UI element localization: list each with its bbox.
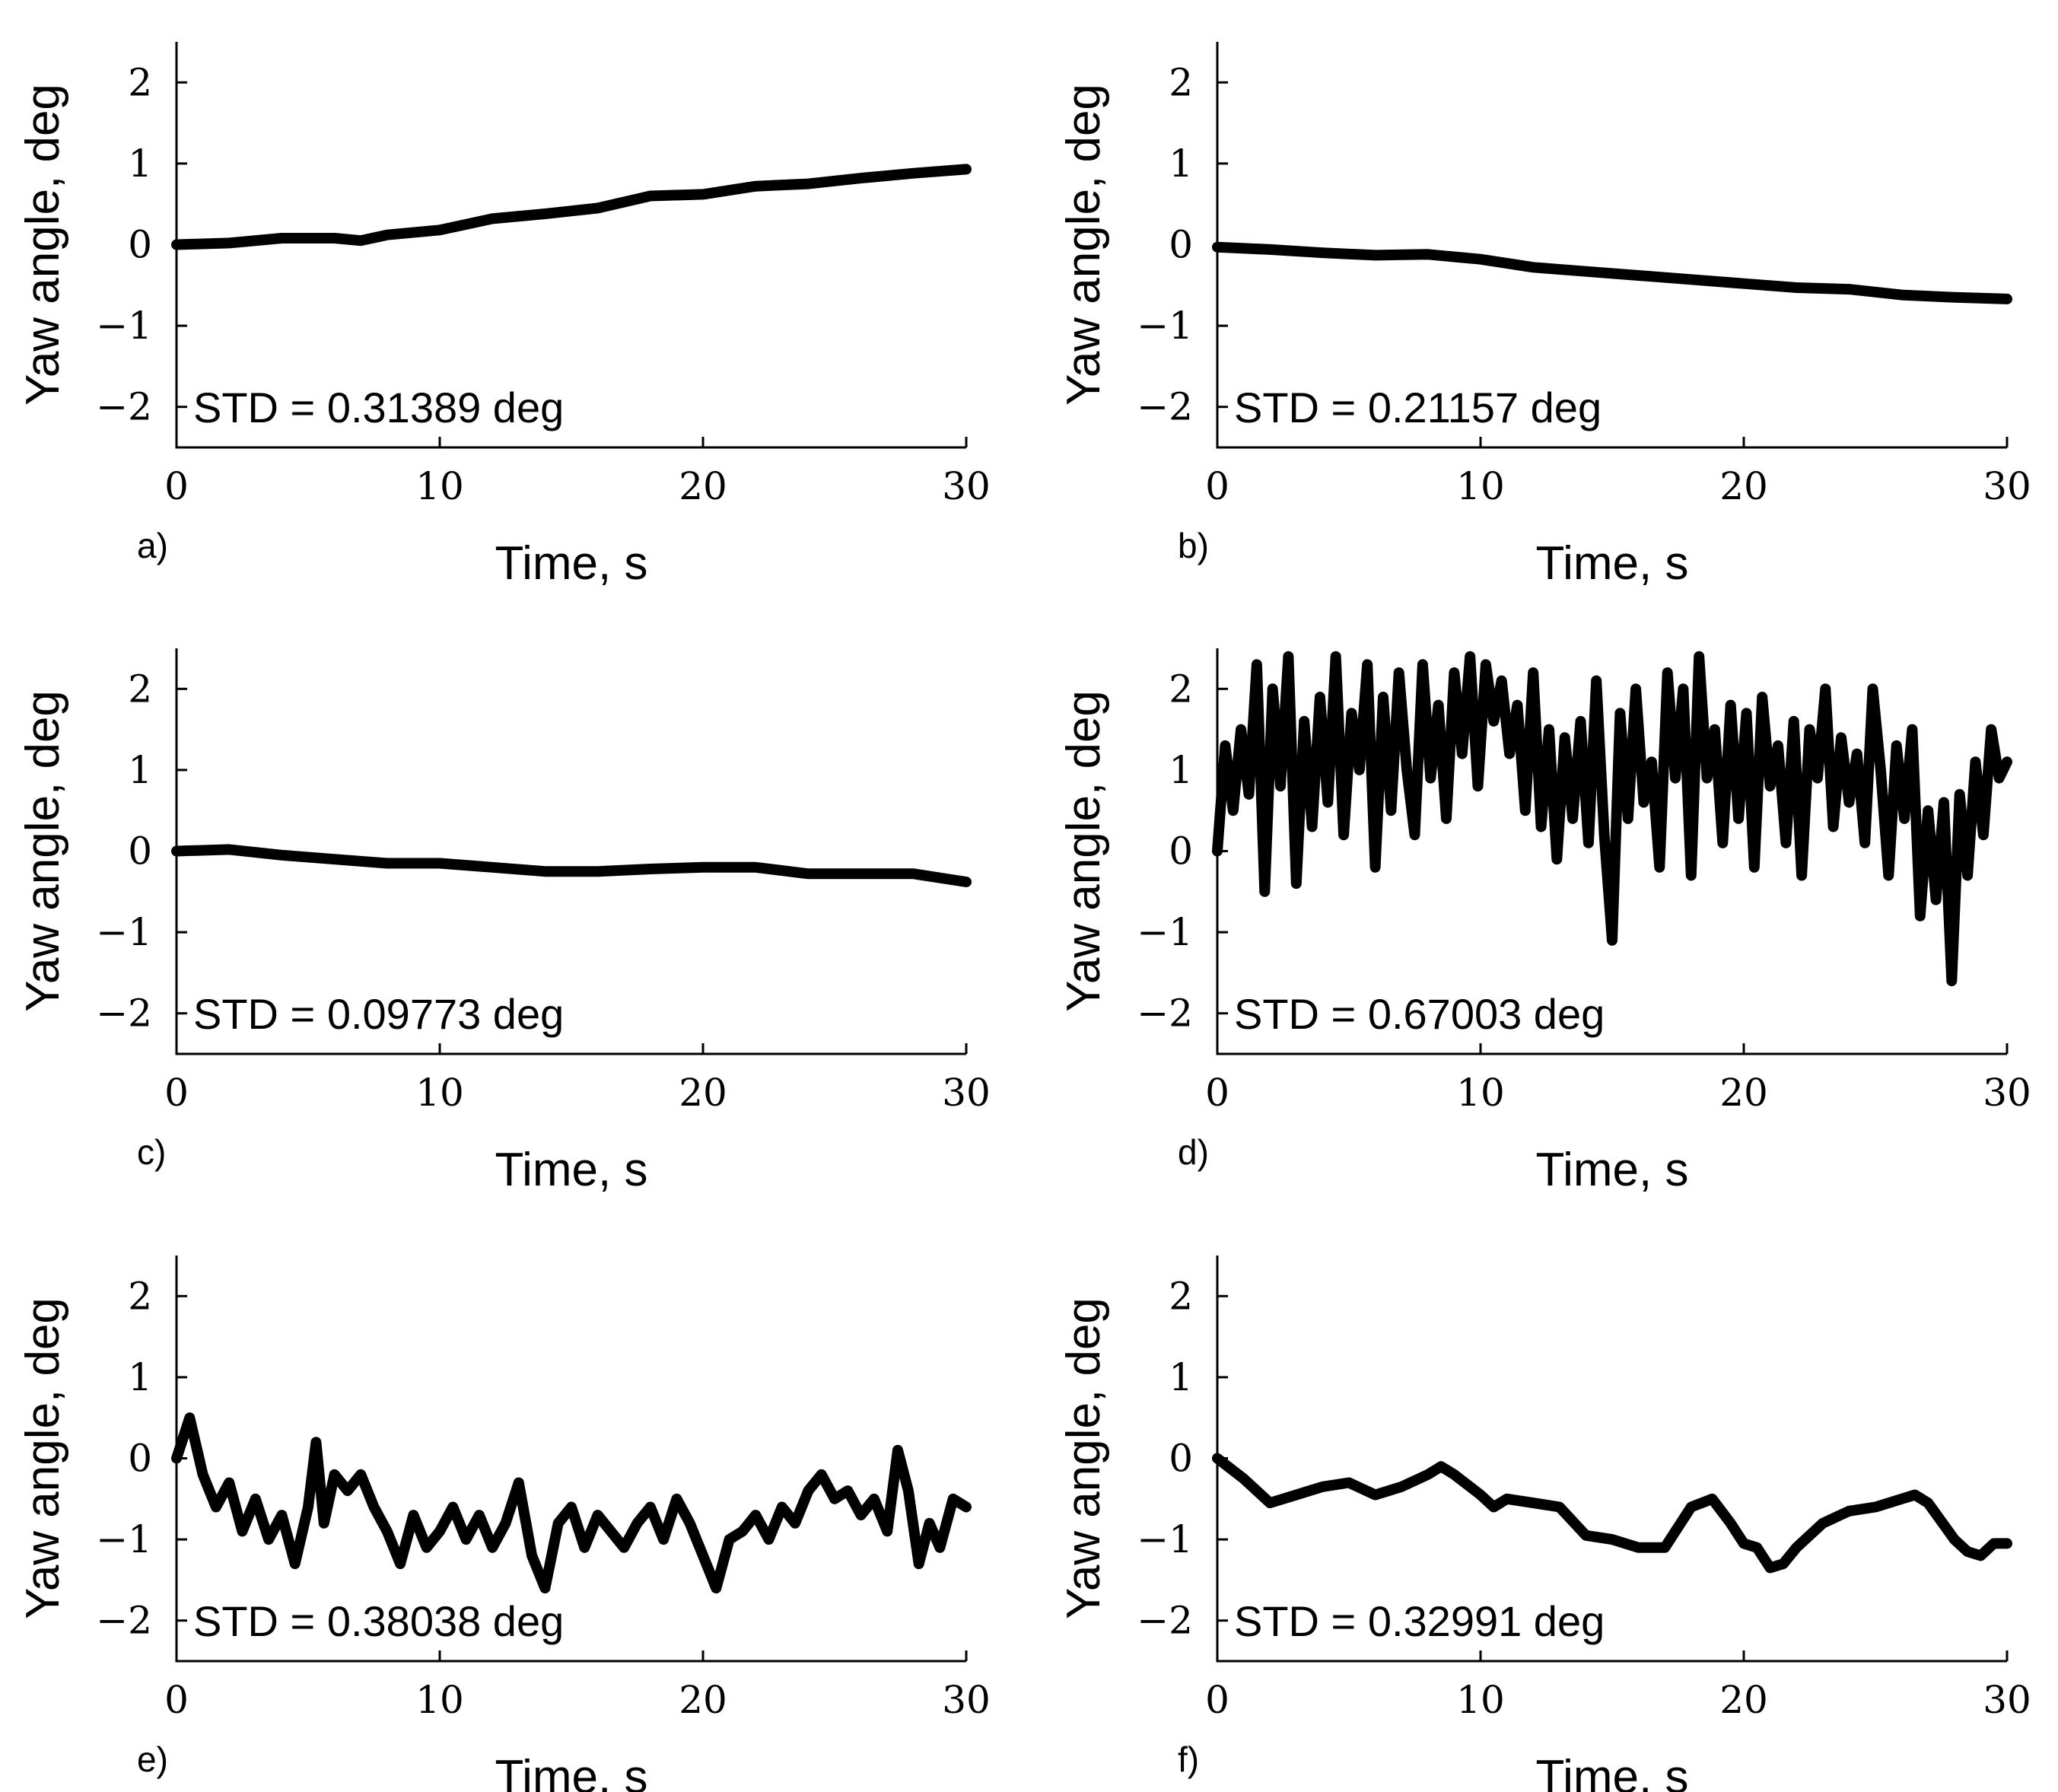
chart-f-ylabel: Yaw angle, deg: [1058, 1297, 1110, 1619]
chart-b-std-annotation: STD = 0.21157 deg: [1234, 384, 1602, 431]
chart-e-ytick-label: −1: [96, 1517, 152, 1561]
chart-f-ytick-label: 2: [1169, 1274, 1193, 1318]
chart-f-ytick-label: −2: [1137, 1599, 1193, 1643]
chart-f-std-annotation: STD = 0.32991 deg: [1234, 1597, 1605, 1645]
chart-b-ytick-label: 0: [1169, 223, 1193, 267]
chart-c-xtick-label: 0: [164, 1071, 189, 1115]
chart-b-xlabel: Time, s: [1536, 537, 1689, 590]
chart-f-xtick-label: 20: [1719, 1678, 1768, 1722]
chart-e-xtick-label: 10: [415, 1678, 464, 1722]
chart-f-ytick-label: 0: [1169, 1437, 1193, 1481]
chart-e-ytick-label: 1: [128, 1355, 152, 1399]
chart-f-ytick-label: 1: [1169, 1355, 1193, 1399]
chart-d-ytick-label: 0: [1169, 829, 1193, 874]
chart-d-ytick-label: −2: [1137, 991, 1193, 1036]
chart-a-ytick-label: 1: [128, 142, 152, 186]
chart-f-xlabel: Time, s: [1536, 1751, 1689, 1792]
chart-c-ytick-label: 2: [128, 667, 152, 711]
chart-e-ytick-label: −2: [96, 1599, 152, 1643]
chart-a-std-annotation: STD = 0.31389 deg: [193, 384, 564, 431]
chart-c-xtick-label: 10: [415, 1071, 464, 1115]
chart-d-xtick-label: 20: [1719, 1071, 1768, 1115]
chart-c-ylabel: Yaw angle, deg: [17, 690, 69, 1012]
chart-d-series-line: [1212, 651, 2012, 987]
chart-c-xlabel: Time, s: [495, 1144, 648, 1196]
chart-b-ytick-label: −1: [1137, 304, 1193, 348]
chart-c-ytick-label: 1: [128, 748, 152, 792]
chart-d-xtick-label: 10: [1456, 1071, 1505, 1115]
chart-b-xtick-label: 30: [1983, 464, 2031, 508]
chart-f-panel-label: f): [1178, 1739, 1199, 1779]
chart-e-panel-label: e): [137, 1739, 168, 1779]
chart-b-ylabel: Yaw angle, deg: [1058, 84, 1110, 406]
chart-b-series-line: [1212, 241, 2012, 304]
chart-a-ytick-label: −2: [96, 385, 152, 429]
chart-a-series-line: [171, 164, 972, 250]
chart-c-xtick-label: 30: [942, 1071, 991, 1115]
chart-f-ytick-label: −1: [1137, 1517, 1193, 1561]
chart-e-ylabel: Yaw angle, deg: [17, 1297, 69, 1619]
chart-f-xtick-label: 30: [1983, 1678, 2031, 1722]
chart-d-xlabel: Time, s: [1536, 1144, 1689, 1196]
chart-c-ytick-label: −2: [96, 991, 152, 1036]
chart-b-xtick-label: 0: [1205, 464, 1229, 508]
chart-b-xtick-label: 10: [1456, 464, 1505, 508]
chart-b-ytick-label: −2: [1137, 385, 1193, 429]
chart-c-ytick-label: −1: [96, 910, 152, 954]
chart-c-std-annotation: STD = 0.09773 deg: [193, 990, 564, 1038]
chart-d-panel-label: d): [1178, 1132, 1209, 1172]
chart-f-series-line: [1212, 1453, 2012, 1574]
chart-d-ytick-label: 1: [1169, 748, 1193, 792]
chart-d-std-annotation: STD = 0.67003 deg: [1234, 990, 1605, 1038]
chart-b-ytick-label: 2: [1169, 60, 1193, 104]
chart-a-ytick-label: 0: [128, 223, 152, 267]
chart-d-xtick-label: 30: [1983, 1071, 2031, 1115]
chart-a-xtick-label: 20: [679, 464, 727, 508]
chart-e-ytick-label: 2: [128, 1274, 152, 1318]
chart-c-xtick-label: 20: [679, 1071, 727, 1115]
chart-a-xtick-label: 30: [942, 464, 991, 508]
chart-b-ytick-label: 1: [1169, 142, 1193, 186]
chart-a-ytick-label: −1: [96, 304, 152, 348]
chart-a-xlabel: Time, s: [495, 537, 648, 590]
chart-c-panel-label: c): [137, 1132, 166, 1172]
chart-a-panel-label: a): [137, 526, 168, 565]
chart-c-ytick-label: 0: [128, 829, 152, 874]
chart-d-xtick-label: 0: [1205, 1071, 1229, 1115]
chart-d-ytick-label: 2: [1169, 667, 1193, 711]
chart-b-xtick-label: 20: [1719, 464, 1768, 508]
chart-a-ylabel: Yaw angle, deg: [17, 84, 69, 406]
chart-f-xtick-label: 0: [1205, 1678, 1229, 1722]
chart-d-ylabel: Yaw angle, deg: [1058, 690, 1110, 1012]
chart-f-xtick-label: 10: [1456, 1678, 1505, 1722]
chart-e-xtick-label: 30: [942, 1678, 991, 1722]
chart-d-ytick-label: −1: [1137, 910, 1193, 954]
chart-a-xtick-label: 0: [164, 464, 189, 508]
chart-b-panel-label: b): [1178, 526, 1209, 565]
chart-e-xtick-label: 0: [164, 1678, 189, 1722]
chart-e-xtick-label: 20: [679, 1678, 727, 1722]
chart-e-std-annotation: STD = 0.38038 deg: [193, 1597, 564, 1645]
chart-c-series-line: [171, 844, 972, 887]
chart-e-series-line: [171, 1412, 972, 1594]
chart-a-ytick-label: 2: [128, 60, 152, 104]
chart-e-xlabel: Time, s: [495, 1751, 648, 1792]
chart-a-xtick-label: 10: [415, 464, 464, 508]
chart-e-ytick-label: 0: [128, 1437, 152, 1481]
